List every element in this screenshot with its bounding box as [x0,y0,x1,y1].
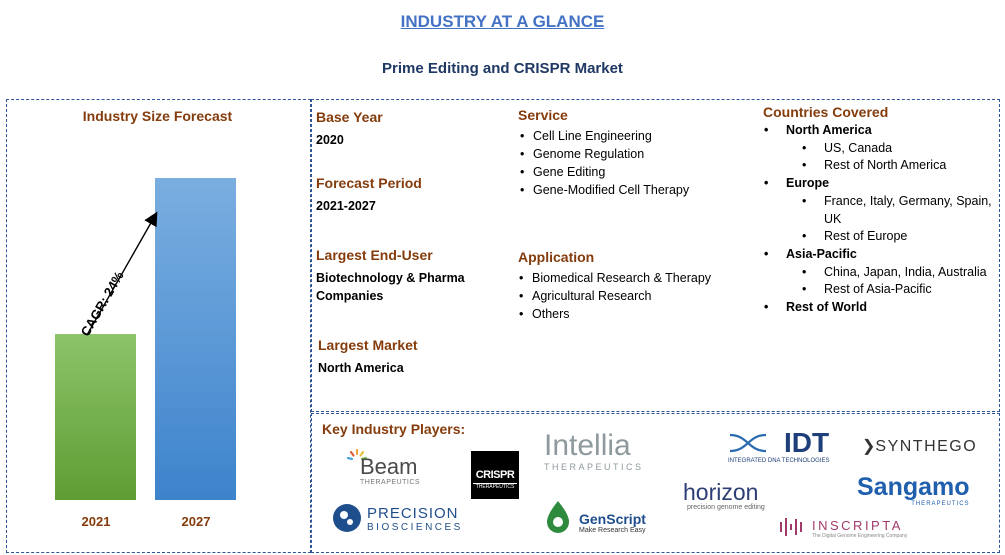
list-item: Agricultural Research [517,287,747,305]
crispr-name: CRISPR [475,469,515,481]
beam-tagline: THERAPEUTICS [360,479,421,486]
genscript-tagline: Make Research Easy [579,527,646,534]
countries-list: North America US, Canada Rest of North A… [762,122,998,317]
region-rest-of-world: Rest of World [762,299,998,317]
application-list: Biomedical Research & Therapy Agricultur… [517,269,747,323]
intellia-logo: Intellia THERAPEUTICS [544,429,654,473]
crispr-tagline: THERAPEUTICS [473,483,517,490]
cagr-arrow [86,211,158,336]
synthego-name: SYNTHEGO [875,438,978,455]
largest-end-user-value: Biotechnology & Pharma Companies [316,271,465,303]
precision-logo-icon [333,504,361,532]
forecast-panel [6,99,311,553]
largest-market-value: North America [318,361,404,375]
forecast-chart: CAGR: 24% 2021 2027 [55,178,236,529]
service-list: Cell Line Engineering Genome Regulation … [518,127,748,199]
intellia-name: Intellia [544,429,631,462]
list-item: Rest of Europe [762,228,998,246]
countries-heading: Countries Covered [763,104,889,120]
base-year-label: Base Year [316,109,383,125]
beam-logo: Beam THERAPEUTICS [360,454,440,487]
sangamo-tagline: THERAPEUTICS [911,501,970,507]
region-europe: Europe [762,175,998,193]
page-subtitle: Prime Editing and CRISPR Market [382,60,623,77]
list-item: Cell Line Engineering [518,127,748,145]
bar-2027 [155,178,236,500]
list-item: Others [517,305,747,323]
sangamo-logo: Sangamo THERAPEUTICS [857,473,970,508]
genscript-logo-icon [547,501,569,533]
region-north-america: North America [762,122,998,140]
forecast-period-value: 2021-2027 [316,199,376,213]
largest-end-user-label: Largest End-User [316,247,433,263]
cagr-label: CAGR: 24% [78,268,127,338]
idt-helix-icon [729,433,767,453]
application-heading: Application [518,249,595,265]
synthego-chevron-icon: ❯ [862,438,876,455]
list-item: Gene-Modified Cell Therapy [518,181,748,199]
list-item: US, Canada [762,140,998,158]
list-item: France, Italy, Germany, Spain, UK [762,193,998,228]
region-asia-pacific: Asia-Pacific [762,246,998,264]
synthego-logo: ❯SYNTHEGO [862,436,977,456]
horizon-tagline: precision genome editing [687,504,765,511]
sangamo-name: Sangamo [857,473,970,501]
list-item: Gene Editing [518,163,748,181]
idt-tagline: INTEGRATED DNA TECHNOLOGIES [728,458,830,464]
list-item: China, Japan, India, Australia [762,264,998,282]
inscripta-name: INSCRIPTA [812,518,903,533]
horizon-logo: horizon precision genome editing [683,480,765,511]
base-year-value: 2020 [316,133,344,147]
beam-logo-icon [346,448,368,461]
list-item: Rest of Asia-Pacific [762,281,998,299]
service-heading: Service [518,107,568,123]
forecast-heading: Industry Size Forecast [82,108,233,124]
players-heading: Key Industry Players: [322,421,466,437]
crispr-logo: CRISPR THERAPEUTICS [471,451,519,499]
forecast-period-label: Forecast Period [316,175,422,191]
horizon-name: horizon [683,479,759,505]
list-item: Rest of North America [762,157,998,175]
list-item: Genome Regulation [518,145,748,163]
tick-label-2021: 2021 [82,514,111,529]
genscript-name: GenScript [579,511,646,527]
page-title: INDUSTRY AT A GLANCE [400,12,605,31]
list-item: Biomedical Research & Therapy [517,269,747,287]
inscripta-logo-icon [780,518,802,536]
precision-logo: PRECISION BIOSCIENCES [367,505,463,534]
precision-name: PRECISION [367,505,459,522]
info-panel [311,99,1000,412]
inscripta-tagline: The Digital Genome Engineering Company [812,533,908,539]
tick-label-2027: 2027 [182,514,211,529]
players-panel [311,413,1000,553]
largest-market-label: Largest Market [318,337,418,353]
genscript-logo: GenScript Make Research Easy [579,511,646,535]
bar-2021 [55,334,136,500]
idt-logo: IDT INTEGRATED DNA TECHNOLOGIES [728,427,838,465]
intellia-tagline: THERAPEUTICS [544,462,644,472]
idt-name: IDT [784,427,830,458]
precision-name-2: BIOSCIENCES [367,522,463,533]
beam-name: Beam [360,454,418,479]
inscripta-logo: INSCRIPTA The Digital Genome Engineering… [812,518,908,540]
